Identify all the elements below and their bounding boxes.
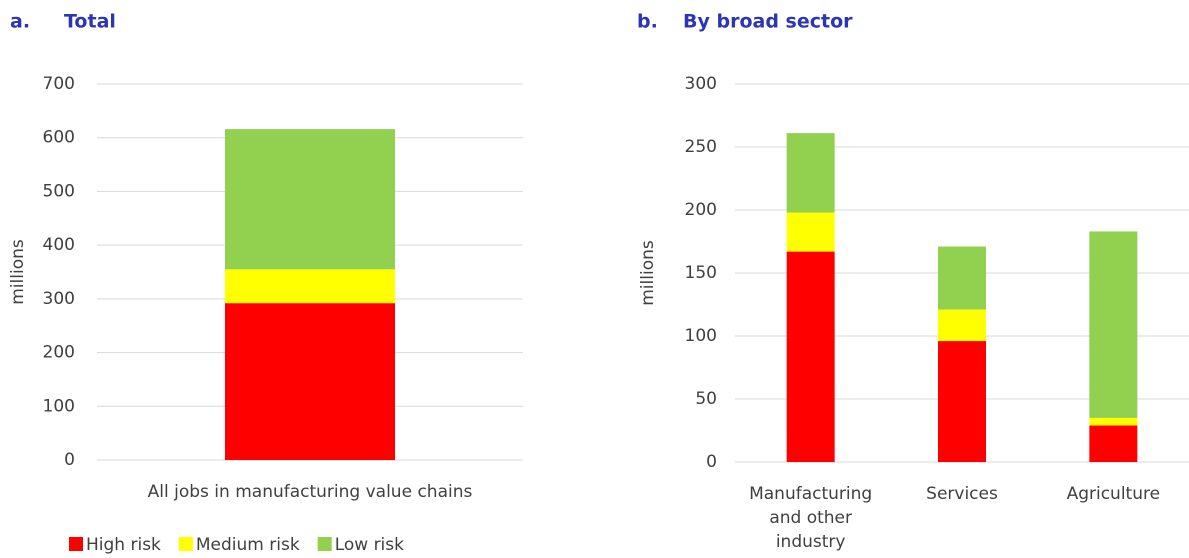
bar-segment (225, 303, 395, 460)
legend-label: High risk (86, 535, 161, 555)
y-tick-label: 300 (43, 289, 75, 309)
bar-segment (1089, 231, 1138, 418)
legend-label: Medium risk (196, 535, 300, 555)
bar-segment (1089, 417, 1138, 426)
y-tick-label: 400 (43, 235, 75, 255)
y-tick-label: 0 (706, 452, 717, 472)
bar-segment (938, 309, 986, 342)
bar-segment (786, 133, 835, 213)
bar-segment (938, 246, 986, 310)
y-axis-title: millions (638, 240, 658, 306)
chart-title: Total (64, 11, 116, 33)
legend-swatch (317, 537, 332, 551)
bar-segment (225, 129, 395, 270)
y-tick-label: 700 (43, 74, 75, 94)
panel-label: a. (10, 11, 30, 33)
bar-segment (1089, 425, 1138, 462)
y-tick-label: 500 (43, 181, 75, 201)
y-tick-label: 250 (685, 137, 717, 157)
x-tick-label: All jobs in manufacturing value chains (147, 482, 473, 502)
y-tick-label: 100 (685, 326, 717, 346)
panel-label: b. (637, 11, 658, 33)
y-tick-label: 300 (685, 74, 717, 94)
y-axis-title: millions (8, 239, 28, 305)
y-tick-label: 100 (43, 396, 75, 416)
chart-title: By broad sector (683, 11, 853, 33)
y-tick-label: 200 (685, 200, 717, 220)
bar-segment (786, 212, 835, 252)
y-tick-label: 200 (43, 343, 75, 363)
y-tick-label: 150 (685, 263, 717, 283)
legend-swatch (178, 537, 193, 551)
y-tick-label: 50 (695, 389, 717, 409)
x-tick-label: Manufacturing and other industry (749, 484, 873, 552)
x-tick-label: Services (926, 484, 998, 504)
bar-segment (938, 341, 986, 462)
y-tick-label: 0 (64, 450, 75, 470)
legend-label: Low risk (335, 535, 404, 555)
y-tick-label: 600 (43, 128, 75, 148)
bar-segment (786, 251, 835, 462)
x-tick-label: Agriculture (1066, 484, 1161, 504)
legend-swatch (69, 537, 83, 551)
bar-segment (225, 269, 395, 304)
